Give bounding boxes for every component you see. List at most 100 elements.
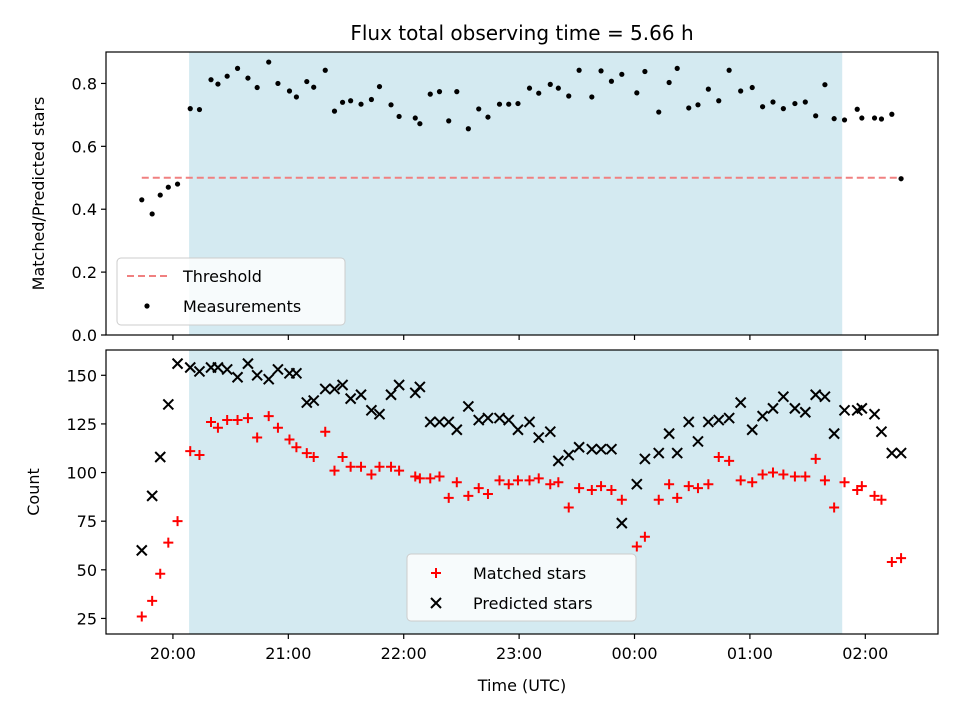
y-tick-label: 50 (77, 561, 97, 580)
matched-star-point (155, 568, 166, 579)
measurement-point (854, 106, 860, 112)
predicted-star-point (355, 389, 367, 401)
predicted-star-point (482, 412, 494, 424)
matched-star-point (503, 479, 514, 490)
predicted-star-point (767, 402, 779, 415)
matched-star-point (272, 422, 283, 433)
predicted-star-point (653, 447, 665, 459)
matched-star-point (494, 475, 505, 486)
measurement-point (348, 98, 354, 104)
predicted-star-point (544, 425, 556, 438)
matched-star-point (386, 461, 397, 472)
x-tick-label: 00:00 (611, 644, 657, 663)
measurement-point (547, 81, 553, 87)
matched-star-point (443, 492, 454, 503)
measurement-point (208, 77, 214, 83)
x-tick-label: 23:00 (496, 644, 542, 663)
matched-star-point (291, 442, 302, 453)
measurement-point (427, 91, 433, 97)
axes-frame (105, 349, 939, 635)
legend-predicted-label: Predicted stars (473, 594, 593, 613)
predicted-star-point (605, 443, 618, 455)
measurement-point (322, 67, 328, 73)
predicted-star-point (552, 455, 565, 467)
measurement-point (749, 84, 755, 91)
predicted-star-point (290, 367, 303, 380)
matched-star-point (194, 450, 205, 461)
matched-star-point (242, 413, 253, 424)
predicted-star-point (586, 443, 598, 455)
matched-star-point (425, 473, 436, 484)
measurement-point (376, 83, 383, 90)
predicted-star-point (171, 357, 184, 370)
predicted-star-point (146, 490, 158, 502)
matched-star-point (639, 531, 650, 542)
matched-star-point (434, 471, 445, 482)
measurement-point (792, 100, 798, 107)
measurement-point (436, 89, 443, 95)
x-tick-label: 01:00 (727, 644, 773, 663)
predicted-star-point (473, 414, 485, 426)
measurement-point (589, 94, 595, 100)
predicted-star-point (301, 396, 313, 409)
legend-predicted-swatch (430, 597, 442, 609)
matched-star-point (747, 477, 758, 488)
matched-star-point (308, 451, 319, 462)
predicted-star-point (692, 435, 704, 448)
measurement-point (666, 79, 672, 86)
y-tick-label: 0.6 (72, 137, 97, 156)
matched-star-point (524, 475, 535, 486)
measurement-point (396, 113, 402, 120)
matched-star-point (545, 479, 556, 490)
matched-star-point (631, 541, 642, 552)
predicted-star-point (336, 379, 349, 391)
matched-star-point (800, 471, 811, 482)
measurement-point (311, 84, 317, 90)
measurement-point (813, 113, 819, 119)
predicted-star-point (328, 383, 341, 395)
predicted-star-point (734, 396, 747, 409)
measurement-point (266, 59, 272, 65)
measurement-point (619, 71, 625, 77)
x-tick-label: 20:00 (150, 644, 196, 663)
measurement-point (224, 73, 230, 79)
matched-star-point (692, 483, 703, 494)
measurement-point (598, 68, 604, 74)
predicted-star-point (493, 412, 506, 424)
matched-star-point (212, 422, 223, 433)
matched-star-point (345, 461, 356, 472)
measurement-point (695, 102, 701, 108)
legend: Matched stars Predicted stars (406, 553, 637, 622)
measurement-point (476, 106, 482, 112)
predicted-star-point (868, 408, 881, 420)
matched-star-point (869, 490, 880, 501)
matched-star-point (574, 483, 585, 494)
measurement-point (871, 115, 878, 121)
matched-star-point (724, 455, 735, 466)
measurement-point (358, 101, 364, 107)
predicted-star-point (595, 443, 607, 455)
matched-star-point (329, 465, 340, 476)
matched-star-point (653, 494, 664, 505)
predicted-star-point (319, 383, 331, 395)
predicted-star-point (663, 427, 675, 440)
measurement-point (234, 65, 241, 71)
measurement-point (726, 67, 732, 73)
measurement-point (215, 81, 221, 87)
matched-star-point (252, 432, 263, 443)
predicted-star-point (512, 424, 524, 436)
matched-star-point (482, 488, 493, 499)
series-measurements (139, 59, 904, 217)
measurement-point (878, 116, 885, 122)
measurement-point (831, 116, 837, 122)
legend: Threshold Measurements (116, 257, 346, 326)
matched-star-point (856, 481, 867, 492)
matched-star-point (563, 502, 574, 513)
matched-star-point (735, 475, 746, 486)
y-tick-label: 0.4 (72, 200, 97, 219)
measurement-point (454, 89, 460, 95)
matched-star-point (533, 473, 544, 484)
matched-star-point (451, 477, 462, 488)
predicted-star-point (162, 398, 175, 411)
